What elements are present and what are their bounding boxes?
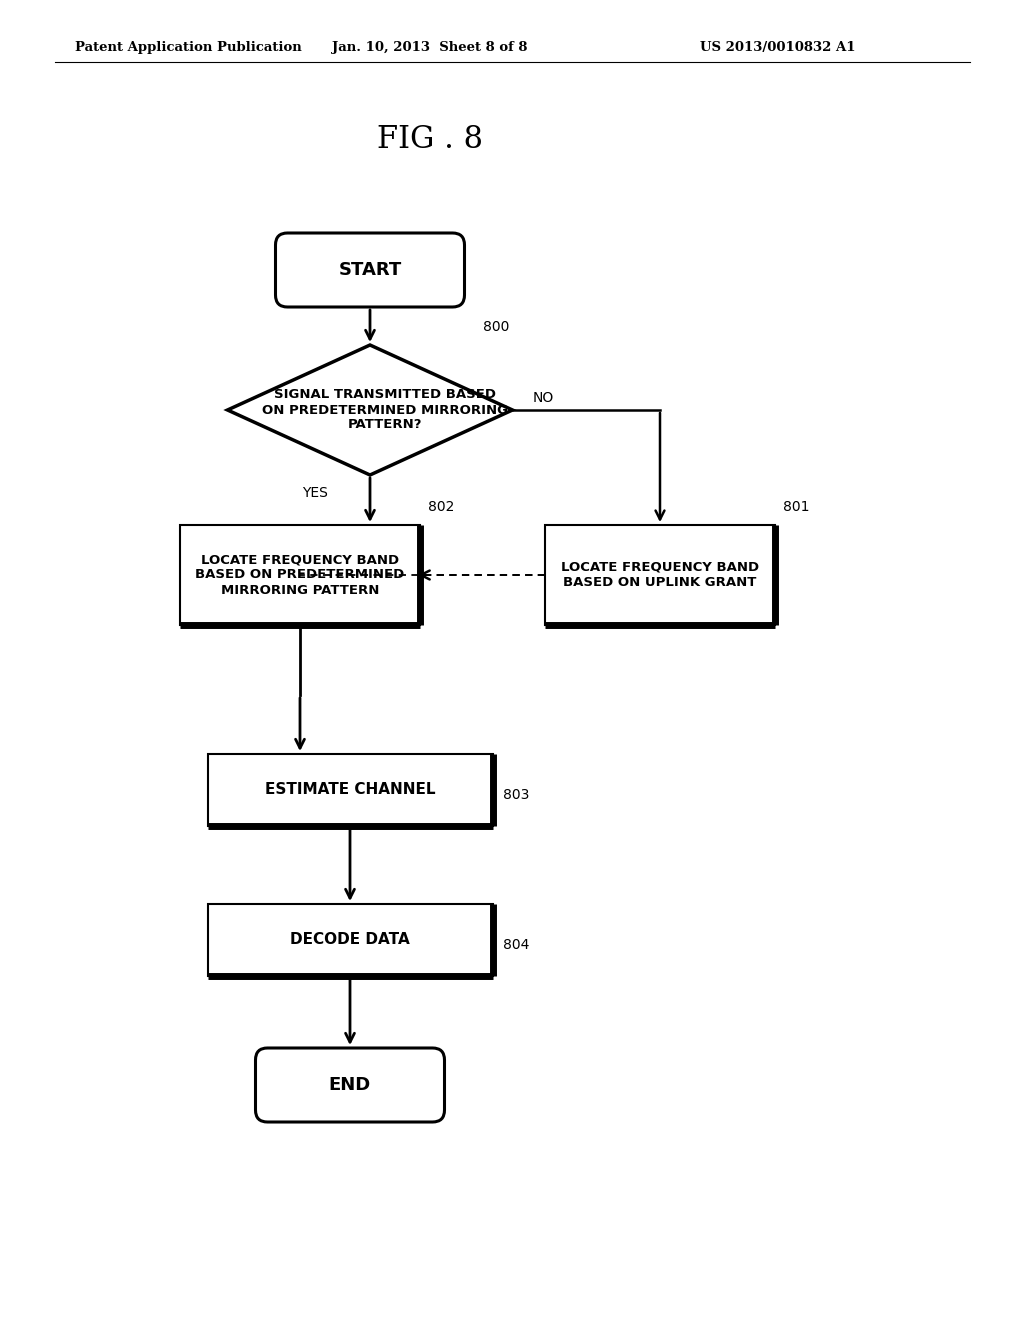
FancyBboxPatch shape <box>275 234 465 308</box>
Text: 802: 802 <box>428 500 455 513</box>
Text: 801: 801 <box>783 500 810 513</box>
FancyBboxPatch shape <box>256 1048 444 1122</box>
Text: 804: 804 <box>503 939 528 952</box>
Text: NO: NO <box>532 391 554 405</box>
Bar <box>208 904 493 975</box>
Bar <box>180 525 420 624</box>
Text: FIG . 8: FIG . 8 <box>377 124 483 156</box>
Text: LOCATE FREQUENCY BAND
BASED ON UPLINK GRANT: LOCATE FREQUENCY BAND BASED ON UPLINK GR… <box>561 561 759 589</box>
Text: END: END <box>329 1076 371 1094</box>
Polygon shape <box>227 345 512 475</box>
Text: 803: 803 <box>503 788 528 803</box>
Text: ESTIMATE CHANNEL: ESTIMATE CHANNEL <box>265 783 435 797</box>
Text: START: START <box>338 261 401 279</box>
Bar <box>545 525 775 624</box>
Text: YES: YES <box>302 486 328 500</box>
Text: 800: 800 <box>482 319 509 334</box>
Text: Patent Application Publication: Patent Application Publication <box>75 41 302 54</box>
Bar <box>208 754 493 826</box>
Text: DECODE DATA: DECODE DATA <box>290 932 410 948</box>
Text: LOCATE FREQUENCY BAND
BASED ON PREDETERMINED
MIRRORING PATTERN: LOCATE FREQUENCY BAND BASED ON PREDETERM… <box>196 553 404 597</box>
Text: Jan. 10, 2013  Sheet 8 of 8: Jan. 10, 2013 Sheet 8 of 8 <box>332 41 527 54</box>
Text: US 2013/0010832 A1: US 2013/0010832 A1 <box>700 41 855 54</box>
Text: SIGNAL TRANSMITTED BASED
ON PREDETERMINED MIRRORING
PATTERN?: SIGNAL TRANSMITTED BASED ON PREDETERMINE… <box>262 388 508 432</box>
